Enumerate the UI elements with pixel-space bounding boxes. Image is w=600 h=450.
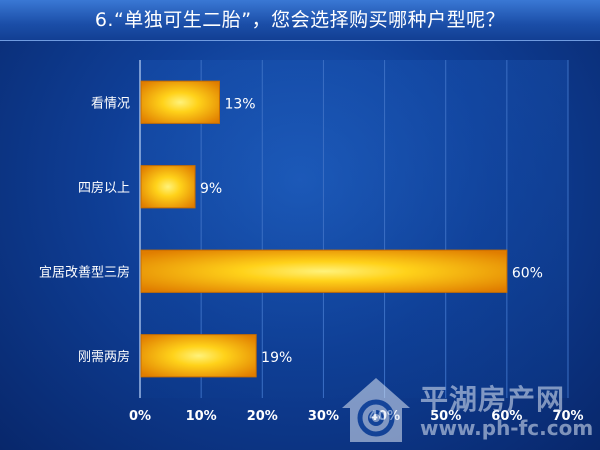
- x-tick-label: 40%: [369, 409, 400, 424]
- x-tick-label: 50%: [430, 409, 461, 424]
- bar: [140, 249, 508, 293]
- x-tick-label: 10%: [186, 409, 217, 424]
- bar-chart: 0% 10% 20% 30% 40% 50% 60% 70% 看情况 13% 四房以上 9% 宜居改善型…: [39, 60, 584, 424]
- category-label: 看情况: [91, 95, 130, 111]
- data-label: 19%: [261, 350, 292, 366]
- bar: [140, 165, 196, 209]
- chart-title: 6.“单独可生二胎”，您会选择购买哪种户型呢？: [94, 9, 506, 31]
- x-tick-label: 20%: [247, 409, 278, 424]
- data-label: 13%: [224, 96, 255, 112]
- title-bar: [0, 0, 600, 41]
- data-label: 60%: [512, 265, 543, 281]
- category-label: 宜居改善型三房: [39, 264, 130, 280]
- category-label: 刚需两房: [78, 349, 130, 365]
- bar: [140, 80, 220, 124]
- category-label: 四房以上: [78, 180, 130, 196]
- x-tick-label: 60%: [491, 409, 522, 424]
- bar: [140, 334, 257, 378]
- plot-area: 0% 10% 20% 30% 40% 50% 60% 70% 看情况 13% 四房以上 9% 宜居改善型…: [39, 60, 584, 424]
- data-label: 9%: [200, 181, 222, 197]
- x-tick-label: 30%: [308, 409, 339, 424]
- x-tick-label: 0%: [129, 409, 151, 424]
- x-tick-label: 70%: [552, 409, 583, 424]
